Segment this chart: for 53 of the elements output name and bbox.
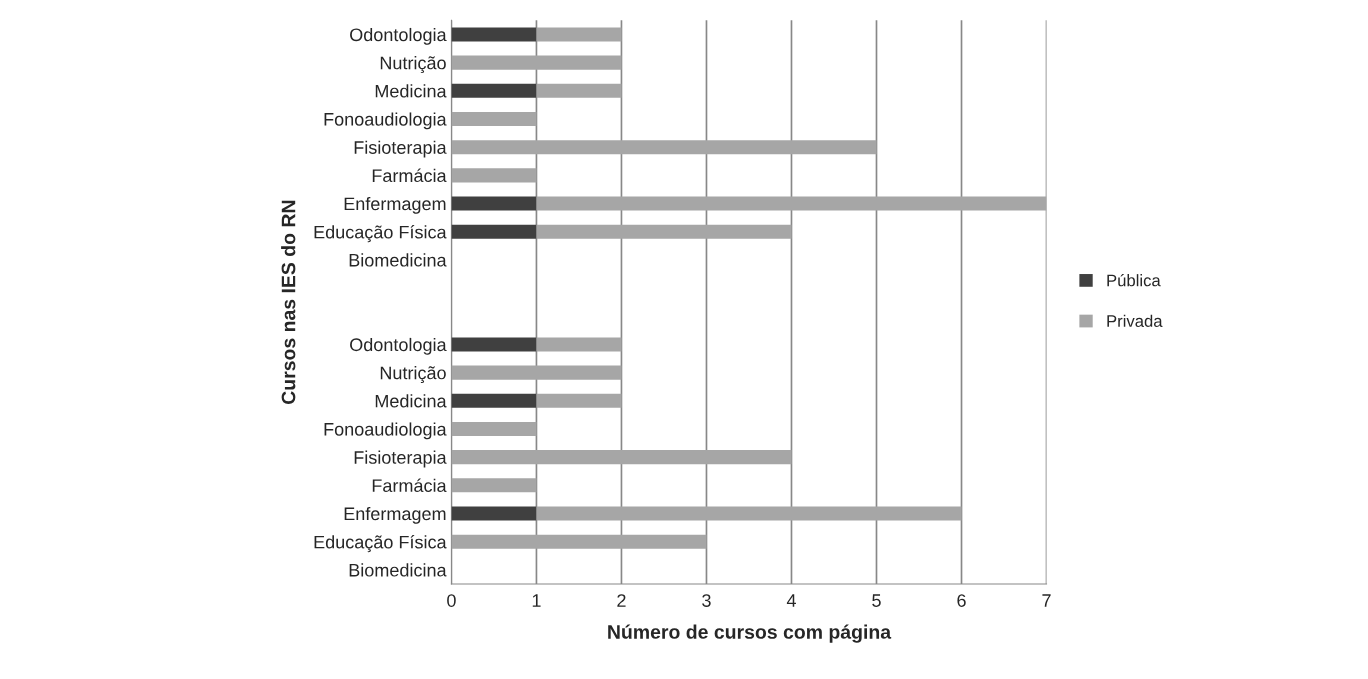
y-tick-label: Fisioterapia [354,450,447,468]
bar [451,111,537,127]
y-tick-label: Fonoaudiologia [324,112,447,130]
bar [451,224,537,239]
y-tick-label: Farmácia [372,168,447,183]
y-tick-label: Fisioterapia [354,140,447,158]
y-tick-label: Fonoaudiologia [324,422,447,440]
x-tick-label: 1 [532,594,541,607]
y-tick-label: Enfermagem [344,197,446,214]
bar [451,27,537,42]
y-tick-label: Enfermagem [344,506,446,524]
y-tick-label: Biomedicina [349,563,447,577]
bar [451,393,537,408]
y-tick-label: Odontologia [350,27,447,45]
legend-label: Pública [1107,273,1161,287]
x-tick-label: 4 [786,594,796,607]
bar [536,506,962,521]
y-tick-label: Medicina [375,84,447,98]
bar [451,196,537,211]
bar [451,478,537,493]
x-tick-label: 2 [617,594,626,607]
bar [536,337,622,352]
y-tick-label: Educação Física [314,225,447,243]
x-tick-label: 6 [957,594,966,607]
legend-label: Privada [1107,314,1163,327]
bar [451,450,792,465]
x-tick-label: 7 [1042,594,1051,607]
y-tick-label: Odontologia [350,337,447,355]
x-tick-label: 3 [702,594,711,607]
y-tick-label: Farmácia [372,478,447,493]
x-tick-label: 0 [447,594,456,607]
y-tick-label: Educação Física [314,535,447,553]
bar [536,393,622,408]
bar [451,55,622,70]
bar [451,140,877,155]
bar [451,168,537,183]
bar [536,224,792,239]
y-tick-label: Nutrição [380,56,446,74]
y-axis-title: Cursos nas IES do RN [281,200,296,404]
bar [451,506,537,521]
bar [536,27,622,42]
bar [536,196,1047,211]
bar [451,337,537,352]
bar [451,365,622,380]
y-tick-label: Biomedicina [349,253,447,267]
bar [451,83,537,98]
bar [536,83,622,98]
bar [451,421,537,436]
bar [451,534,707,549]
x-axis-title: Número de cursos com página [608,624,892,643]
y-tick-label: Medicina [375,394,447,408]
y-tick-label: Nutrição [380,366,446,383]
x-tick-label: 5 [872,594,881,607]
